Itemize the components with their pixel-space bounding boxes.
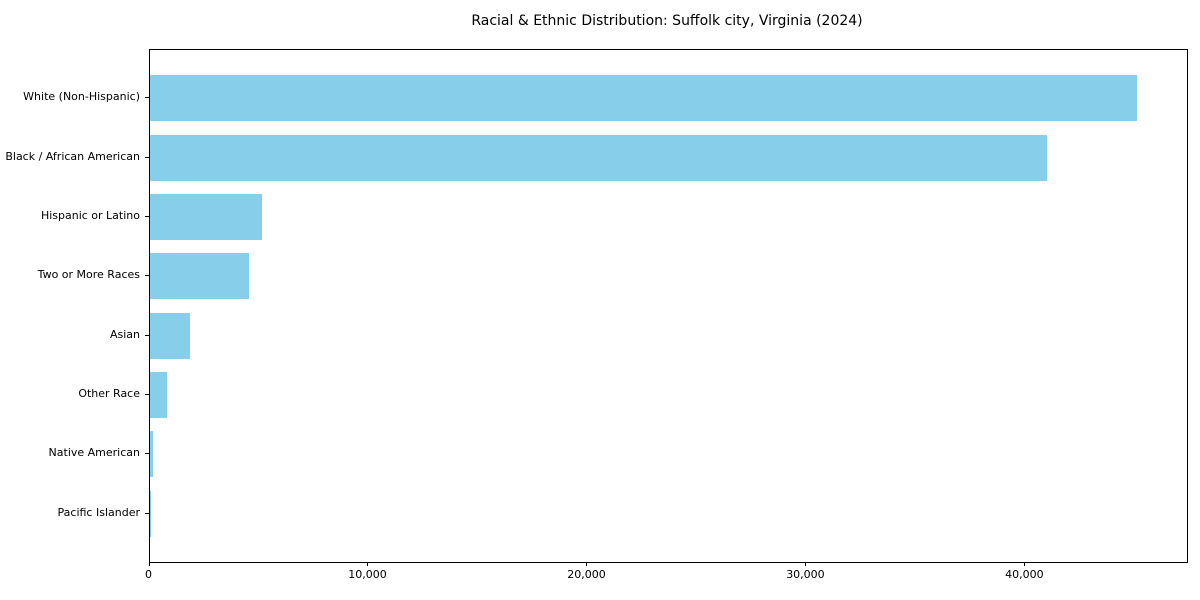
x-axis-tick-label: 30,000	[786, 568, 825, 581]
x-tick-mark	[1024, 562, 1026, 566]
bar-native-american	[149, 431, 153, 478]
x-axis-tick-label: 0	[145, 568, 152, 581]
y-axis-label: Hispanic or Latino	[40, 208, 140, 222]
y-tick-mark	[144, 394, 149, 396]
bar-pacific-islander	[149, 490, 151, 537]
bar-two-or-more-races	[149, 253, 249, 300]
bar-other-race	[149, 372, 168, 419]
y-tick-mark	[144, 215, 149, 217]
bar-black-african-american	[149, 134, 1048, 181]
bar-white-non-hispanic	[149, 75, 1138, 122]
y-tick-mark	[144, 334, 149, 336]
x-axis-tick-label: 20,000	[567, 568, 606, 581]
x-tick-mark	[367, 562, 369, 566]
y-tick-mark	[144, 97, 149, 99]
x-axis-tick-label: 40,000	[1005, 568, 1044, 581]
x-tick-mark	[805, 562, 807, 566]
y-axis-label: White (Non-Hispanic)	[23, 90, 140, 104]
bar-hispanic-or-latino	[149, 193, 263, 240]
x-tick-mark	[148, 562, 150, 566]
y-tick-mark	[144, 156, 149, 158]
y-axis-label: Asian	[109, 327, 140, 341]
plot-area	[148, 49, 1188, 563]
x-tick-mark	[586, 562, 588, 566]
y-tick-mark	[144, 275, 149, 277]
y-axis-label: Native American	[48, 446, 140, 460]
y-axis-label: Black / African American	[5, 149, 140, 163]
chart-title: Racial & Ethnic Distribution: Suffolk ci…	[471, 13, 863, 29]
x-axis-tick-label: 10,000	[348, 568, 387, 581]
y-axis-label: Other Race	[78, 387, 140, 401]
y-tick-mark	[144, 453, 149, 455]
y-axis-label: Pacific Islander	[57, 505, 140, 519]
y-tick-mark	[144, 512, 149, 514]
bar-asian	[149, 312, 190, 359]
y-axis-label: Two or More Races	[37, 268, 140, 282]
